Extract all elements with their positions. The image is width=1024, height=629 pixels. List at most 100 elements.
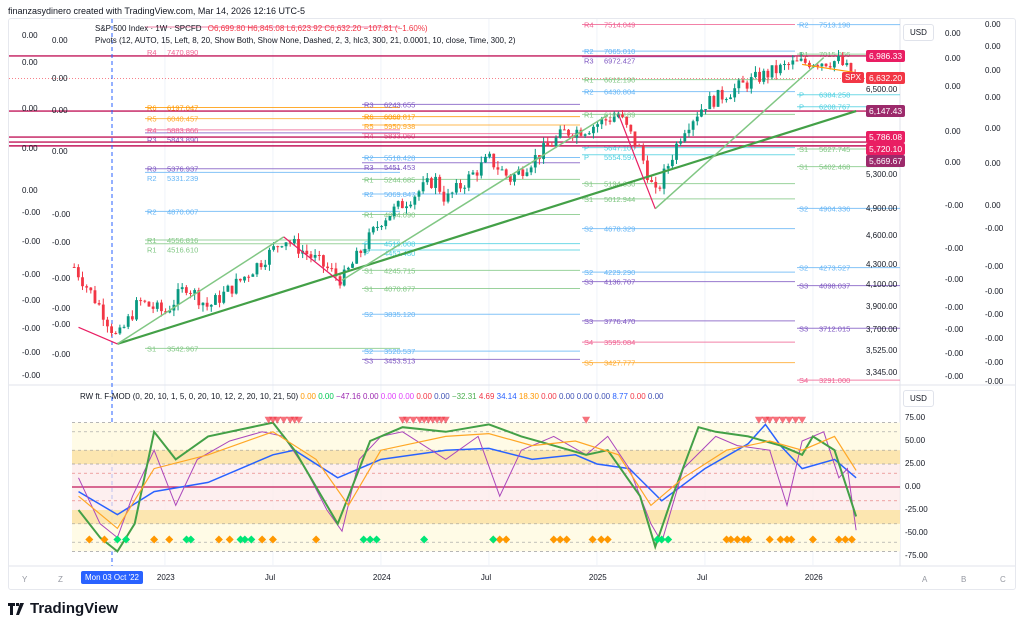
candle [720,89,724,100]
lower-band [72,510,900,524]
candle [367,232,371,249]
currency-button[interactable]: USD [903,24,934,41]
candle [297,238,300,254]
tradingview-logo[interactable]: TradingView [8,600,118,617]
orange-diamond-signal [214,535,223,544]
pivot-value: 5518.428 [384,154,415,163]
oscillator-legend: RW ft. F-MOD (0, 20, 10, 1, 5, 0, 20, 10… [80,392,664,401]
pivot-value: 5244.685 [384,175,415,184]
right-scale-a-label: -0.00 [945,201,964,210]
left-scale-a-label: -0.00 [22,348,41,357]
candle [459,182,462,189]
candle [255,263,259,275]
candle [309,254,313,258]
right-scale-b-label: -0.00 [985,287,1004,296]
left-scale-b-label: -0.00 [52,210,71,219]
price-tag: 6,986.33 [866,49,906,62]
pivot-value: 4273.527 [819,264,850,273]
pivot-value: 7065.010 [604,47,635,56]
right-scale-a-label: -0.00 [945,244,964,253]
candle [93,290,97,304]
oscillator-value: −32.31 [449,392,477,401]
red-triangle-signal [772,416,781,424]
pivot-value: 4098.037 [819,282,850,291]
pivot-value: 5950.938 [384,122,415,131]
red-triangle-signal [791,416,800,424]
red-triangle-signal [754,416,763,424]
candle [546,143,550,146]
oscillator-title[interactable]: RW ft. F-MOD (0, 20, 10, 1, 5, 0, 20, 10… [80,392,299,401]
candle [434,176,437,188]
pivot-label: S3 [584,278,593,287]
candle [234,278,238,294]
candle [816,65,820,67]
left-scale-b-label: 0.00 [52,74,68,83]
candle [135,300,138,320]
orange-diamond-signal [776,535,785,544]
candle [143,300,147,302]
candle [799,58,803,61]
right-scale-a-label: -0.00 [945,349,964,358]
pivot-label: R3 [364,163,374,172]
orange-diamond-signal [100,535,109,544]
candle [101,304,105,320]
candle [558,129,562,138]
pivot-label: R3 [364,100,374,109]
pivot-value: 7513.198 [819,21,850,30]
candle [413,196,417,205]
pivot-value: 7470.890 [167,48,198,57]
price-axis-label: 4,300.00 [866,259,898,269]
candle [841,56,845,66]
price-axis-label: 6,500.00 [866,85,898,95]
orange-diamond-signal [150,535,159,544]
candle [226,285,230,292]
symbol-name[interactable]: S&P 500 Index · 1W · SPCFD [95,24,202,33]
candle [322,255,325,267]
green-diamond-signal [664,535,673,544]
candle [280,246,284,248]
right-scale-a-label: 0.00 [945,29,961,38]
osc-axis-label: 0.00 [905,482,921,491]
left-scale-a-label: -0.00 [22,324,41,333]
time-axis-label: 2024 [372,573,391,582]
time-axis-marker: B [961,575,967,584]
candle [193,290,197,294]
candle [272,246,275,250]
candle [251,274,255,277]
oscillator-value: 0.00 [316,392,334,401]
orange-diamond-signal [562,535,571,544]
candle [803,58,807,63]
candle [637,145,641,147]
green-diamond-signal [653,535,662,544]
candle [787,64,791,66]
pivot-label: R4 [364,132,374,141]
orange-diamond-signal [744,535,753,544]
oscillator-value: 0.00 [538,392,557,401]
pivot-label: R1 [147,245,157,254]
pivots-legend[interactable]: Pivots (12, AUTO, 15, Left, 8, 20, Show … [95,36,516,45]
time-axis-label: Jul [264,573,276,582]
pivot-value: 4245.715 [384,266,415,275]
pivot-label: R5 [147,115,157,124]
pivot-value: 5883.866 [167,126,198,135]
red-triangle-signal [279,416,288,424]
candle [151,306,155,309]
candle [583,134,587,136]
price-axis-label: 3,345.00 [866,368,898,378]
price-axis-label: 4,600.00 [866,230,898,240]
pivot-label: R1 [584,110,594,119]
pivot-value: 5194.330 [604,180,635,189]
right-scale-b-label: -0.00 [985,358,1004,367]
candle [359,250,363,253]
price-axis-label: 3,525.00 [866,345,898,355]
pivot-value: 5647.100 [604,144,635,153]
candle [317,254,321,256]
osc-axis-label: 25.00 [905,459,926,468]
candle [824,63,828,67]
osc-currency-button[interactable]: USD [903,390,934,407]
pivot-label: S1 [584,195,593,204]
candle [783,64,786,66]
candle [849,63,853,74]
oscillator-value: 0.00 [396,392,415,401]
